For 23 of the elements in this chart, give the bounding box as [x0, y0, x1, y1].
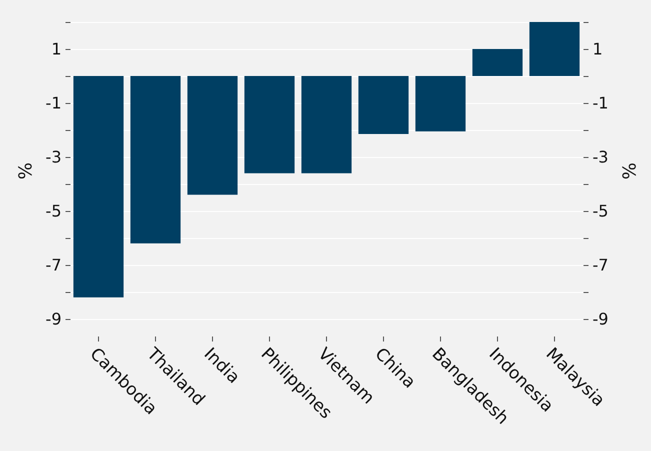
bar [415, 76, 466, 132]
bar [301, 76, 352, 174]
y-tick-label: -5 [46, 202, 62, 220]
bar [244, 76, 295, 174]
y2-axis-title: % [617, 162, 638, 180]
y2-tick-label: 1 [592, 40, 603, 58]
bar [358, 76, 409, 134]
y2-tick-label: -5 [592, 202, 608, 220]
y-tick-label: -1 [46, 94, 62, 112]
bar [529, 22, 580, 76]
y2-tick-label: -3 [592, 148, 608, 166]
bar [73, 76, 124, 298]
y2-tick-label: -9 [592, 310, 608, 328]
bar [130, 76, 181, 244]
bar [187, 76, 238, 195]
y2-tick-label: -1 [592, 94, 608, 112]
y-tick-label: 1 [51, 40, 62, 58]
y2-tick-label: -7 [592, 256, 608, 274]
y-tick-label: -9 [46, 310, 62, 328]
y-axis-title: % [16, 162, 37, 180]
y-tick-label: -7 [46, 256, 62, 274]
y-tick-label: -3 [46, 148, 62, 166]
bar [472, 49, 523, 76]
